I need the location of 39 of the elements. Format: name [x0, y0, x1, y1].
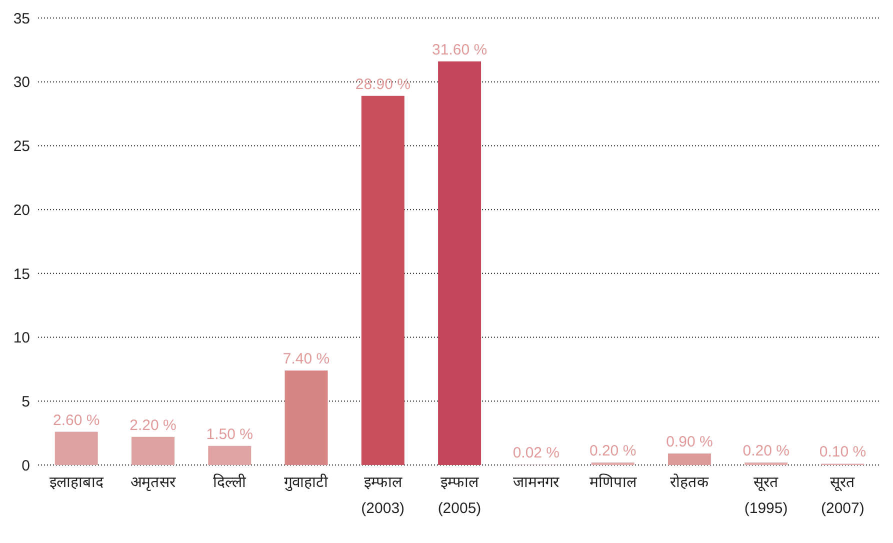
y-tick-label: 20: [13, 202, 30, 219]
y-tick-label: 30: [13, 74, 30, 92]
y-tick-label: 0: [22, 457, 30, 474]
x-tick-label: अमृतसर: [130, 474, 176, 492]
x-tick-label: इम्फाल (2003): [361, 474, 405, 517]
data-label: 7.40 %: [282, 350, 330, 368]
y-tick-label: 25: [13, 138, 30, 156]
data-label: 1.50 %: [206, 426, 253, 443]
x-tick-label: जामनगर: [513, 474, 560, 491]
data-label: 0.20 %: [589, 442, 636, 460]
x-tick-label: इम्फाल (2005): [438, 474, 482, 517]
bar: [361, 96, 404, 465]
bar: [284, 370, 328, 465]
x-tick-label: सूरत (2007): [821, 474, 864, 517]
x-tick-label: मणिपाल: [589, 473, 638, 491]
bar: [591, 462, 634, 465]
y-tick-label: 35: [13, 10, 30, 28]
data-label: 0.10 %: [819, 444, 866, 461]
data-label: 0.20 %: [742, 442, 790, 460]
x-tick-label: गुवाहाटी: [284, 473, 330, 492]
data-label: 0.02 %: [512, 444, 560, 462]
y-tick-label: 5: [22, 393, 30, 410]
data-label: 0.90 %: [666, 434, 713, 451]
bar: [54, 432, 98, 465]
bar: [208, 446, 252, 465]
y-tick-label: 15: [13, 266, 30, 283]
data-label: 2.60 %: [53, 412, 100, 429]
y-tick-label: 10: [13, 330, 30, 347]
x-tick-label: इलाहाबाद: [49, 474, 104, 491]
bar: [744, 462, 788, 465]
data-label: 2.20 %: [130, 416, 176, 434]
bar: [131, 436, 174, 465]
data-label: 31.60 %: [432, 41, 488, 58]
x-tick-label: रोहतक: [670, 473, 709, 491]
x-tick-label: दिल्ली: [213, 473, 248, 491]
x-tick-label: सूरत (1995): [744, 474, 788, 517]
bar: [438, 61, 482, 465]
data-label: 28.90 %: [355, 76, 410, 93]
bar: [668, 454, 711, 465]
